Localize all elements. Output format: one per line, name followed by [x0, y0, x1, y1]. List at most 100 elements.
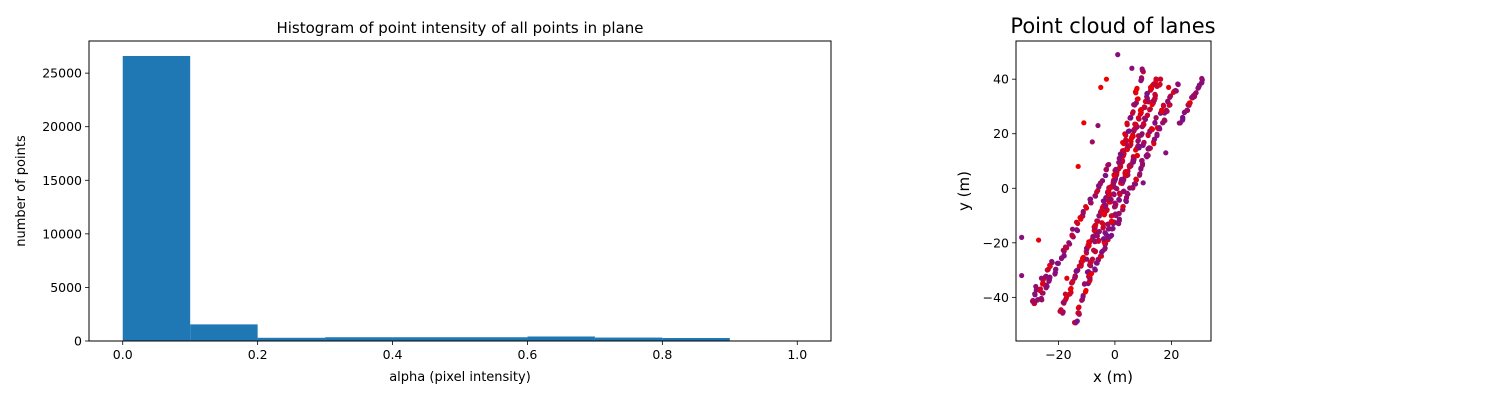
scatter-point [1163, 107, 1170, 113]
scatter-point [1091, 247, 1097, 253]
scatter-point [1102, 245, 1108, 251]
scatter-x-ticks: −20 0 20 [1045, 341, 1179, 362]
scatter-point [1130, 133, 1136, 139]
scatter-point [1184, 107, 1190, 113]
scatter-point [1055, 260, 1061, 266]
scatter-point [1092, 193, 1099, 199]
scatter-point [1075, 310, 1081, 316]
histogram-y-tick-label: 0 [74, 334, 82, 349]
scatter-point [1106, 161, 1112, 168]
scatter-point [1111, 173, 1118, 179]
scatter-point [1040, 280, 1046, 286]
scatter-point [1153, 114, 1159, 121]
scatter-points [1019, 52, 1205, 326]
histogram-y-ticks: 0 5000 10000 15000 20000 25000 [42, 66, 89, 349]
scatter-x-label: x (m) [1093, 368, 1133, 386]
histogram-bar [392, 337, 460, 341]
scatter-point [1134, 85, 1140, 91]
histogram-chart: Histogram of point intensity of all poin… [14, 19, 832, 385]
histogram-y-tick-label: 10000 [42, 226, 82, 241]
scatter-point [1092, 223, 1098, 229]
scatter-point [1158, 107, 1165, 113]
scatter-point [1157, 76, 1163, 82]
scatter-point [1152, 120, 1158, 126]
scatter-point [1103, 76, 1110, 82]
scatter-x-tick-label: 0 [1111, 347, 1119, 362]
scatter-point [1019, 272, 1025, 279]
scatter-point [1096, 213, 1102, 219]
scatter-point [1095, 122, 1101, 129]
scatter-point [1107, 185, 1113, 192]
scatter-point [1019, 234, 1025, 240]
histogram-bar [662, 338, 730, 341]
scatter-point [1156, 82, 1162, 88]
scatter-point [1122, 170, 1128, 176]
scatter-point [1129, 65, 1135, 71]
histogram-title: Histogram of point intensity of all poin… [276, 19, 643, 37]
histogram-bar [190, 324, 258, 341]
scatter-point [1102, 172, 1108, 179]
scatter-point [1139, 158, 1145, 164]
scatter-point [1100, 221, 1106, 227]
scatter-point [1074, 318, 1080, 324]
scatter-point [1132, 121, 1138, 127]
histogram-y-label: number of points [14, 135, 29, 247]
scatter-y-tick-label: −20 [983, 235, 1009, 250]
scatter-point [1144, 91, 1150, 97]
scatter-x-tick-label: 20 [1163, 347, 1179, 362]
scatter-point [1160, 102, 1167, 108]
scatter-point [1147, 107, 1153, 113]
scatter-point [1087, 196, 1093, 202]
scatter-point [1092, 266, 1098, 272]
scatter-point [1157, 126, 1163, 132]
scatter-point [1127, 114, 1134, 120]
scatter-point [1103, 202, 1109, 209]
histogram-y-tick-label: 20000 [42, 119, 82, 134]
scatter-point [1140, 67, 1146, 73]
scatter-point [1069, 226, 1076, 232]
histogram-y-tick-label: 25000 [42, 66, 82, 81]
histogram-frame [88, 40, 832, 342]
scatter-point [1126, 163, 1132, 169]
scatter-y-tick-label: 20 [993, 126, 1009, 141]
histogram-x-tick-label: 0.2 [248, 347, 268, 362]
scatter-point [1132, 181, 1139, 187]
scatter-point [1129, 110, 1136, 116]
scatter-point [1044, 267, 1050, 273]
scatter-point [1138, 132, 1144, 138]
scatter-point [1112, 200, 1118, 206]
scatter-point [1120, 204, 1126, 210]
scatter-point [1105, 226, 1112, 232]
scatter-point [1136, 143, 1142, 149]
scatter-point [1067, 291, 1073, 297]
scatter-point [1066, 240, 1072, 246]
scatter-point [1083, 287, 1089, 294]
scatter-point [1154, 131, 1160, 137]
scatter-point [1180, 114, 1186, 121]
histogram-x-label: alpha (pixel intensity) [389, 370, 531, 385]
scatter-point [1166, 84, 1172, 90]
histogram-x-tick-label: 0.6 [518, 347, 538, 362]
scatter-point [1036, 237, 1042, 243]
histogram-y-tick-label: 15000 [42, 173, 82, 188]
scatter-point [1072, 274, 1078, 280]
scatter-point [1038, 275, 1045, 281]
scatter-point [1167, 94, 1173, 100]
scatter-point [1037, 287, 1043, 294]
scatter-point [1140, 180, 1146, 186]
scatter-point [1113, 166, 1119, 172]
scatter-point [1083, 250, 1090, 256]
scatter-point [1115, 52, 1121, 58]
scatter-point [1083, 205, 1090, 211]
histogram-x-tick-label: 0.8 [652, 347, 672, 362]
scatter-chart: Point cloud of lanes −20 0 20 −40−2002040 … [955, 14, 1216, 386]
scatter-point [1144, 112, 1151, 118]
scatter-point [1119, 148, 1126, 154]
scatter-point [1116, 197, 1123, 203]
scatter-point [1088, 271, 1094, 277]
scatter-title: Point cloud of lanes [1010, 14, 1215, 38]
scatter-point [1186, 100, 1192, 106]
scatter-point [1107, 233, 1114, 239]
scatter-point [1100, 225, 1106, 231]
scatter-point [1116, 190, 1123, 196]
